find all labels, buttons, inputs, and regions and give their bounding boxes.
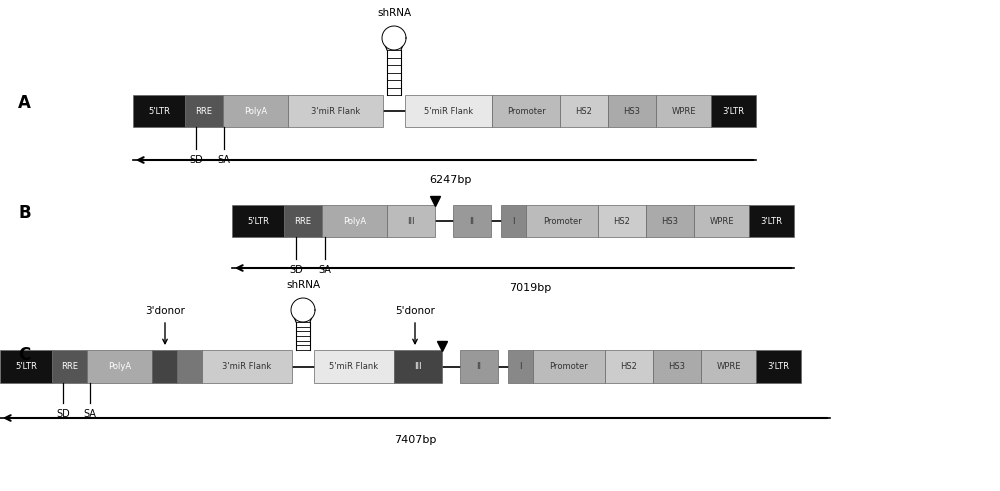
Polygon shape — [382, 26, 406, 50]
Text: HS3: HS3 — [624, 107, 640, 115]
Text: WPRE: WPRE — [716, 362, 741, 371]
Text: HS3: HS3 — [668, 362, 686, 371]
Bar — [394, 350, 442, 383]
Text: 5'donor: 5'donor — [395, 306, 435, 316]
Text: 3'LTR: 3'LTR — [761, 217, 782, 225]
Bar — [284, 205, 322, 237]
Bar — [405, 95, 492, 127]
Bar — [460, 350, 498, 383]
Bar — [501, 205, 526, 237]
Bar — [0, 350, 52, 383]
Text: III: III — [414, 362, 422, 371]
Text: SD: SD — [189, 155, 203, 165]
Bar — [232, 205, 284, 237]
Text: SA: SA — [218, 155, 230, 165]
Text: 5'LTR: 5'LTR — [247, 217, 269, 225]
Text: Promoter: Promoter — [543, 217, 581, 225]
Text: PolyA: PolyA — [108, 362, 131, 371]
Text: HS2: HS2 — [614, 217, 630, 225]
Text: HS3: HS3 — [662, 217, 678, 225]
Text: 5'miR Flank: 5'miR Flank — [329, 362, 379, 371]
Bar — [646, 205, 694, 237]
Text: 3'miR Flank: 3'miR Flank — [311, 107, 360, 115]
Text: Promoter: Promoter — [550, 362, 588, 371]
Text: 3'LTR: 3'LTR — [722, 107, 744, 115]
Text: RRE: RRE — [294, 217, 312, 225]
Bar — [605, 350, 653, 383]
Text: I: I — [512, 217, 515, 225]
Text: PolyA: PolyA — [343, 217, 366, 225]
Bar — [653, 350, 701, 383]
Bar — [133, 95, 185, 127]
Text: 7407bp: 7407bp — [394, 435, 436, 445]
Text: SA: SA — [319, 265, 331, 275]
Text: 3'donor: 3'donor — [145, 306, 185, 316]
Text: WPRE: WPRE — [671, 107, 696, 115]
Bar — [526, 205, 598, 237]
Bar — [656, 95, 711, 127]
Bar — [387, 205, 435, 237]
Text: 3'LTR: 3'LTR — [768, 362, 790, 371]
Text: HS2: HS2 — [621, 362, 637, 371]
Text: RRE: RRE — [196, 107, 212, 115]
Bar — [177, 350, 202, 383]
Text: shRNA: shRNA — [286, 280, 320, 290]
Bar — [87, 350, 152, 383]
Text: C: C — [18, 346, 30, 364]
Text: I: I — [519, 362, 522, 371]
Bar — [453, 205, 491, 237]
Text: 3'miR Flank: 3'miR Flank — [222, 362, 272, 371]
Text: HS2: HS2 — [576, 107, 592, 115]
Bar — [711, 95, 756, 127]
Text: III: III — [407, 217, 415, 225]
Bar — [322, 205, 387, 237]
Bar — [560, 95, 608, 127]
Polygon shape — [291, 298, 315, 322]
Bar — [152, 350, 177, 383]
Bar — [598, 205, 646, 237]
Text: II: II — [470, 217, 475, 225]
Text: 7019bp: 7019bp — [509, 283, 551, 293]
Bar — [508, 350, 533, 383]
Text: 6247bp: 6247bp — [429, 175, 471, 185]
Text: shRNA: shRNA — [377, 8, 411, 18]
Bar — [288, 95, 383, 127]
Text: 5'miR Flank: 5'miR Flank — [424, 107, 473, 115]
Bar — [314, 350, 394, 383]
Text: SD: SD — [56, 409, 70, 419]
Text: A: A — [18, 94, 31, 112]
Text: SA: SA — [84, 409, 96, 419]
Bar — [202, 350, 292, 383]
Text: B: B — [18, 204, 31, 222]
Bar — [185, 95, 223, 127]
Bar — [694, 205, 749, 237]
Bar — [492, 95, 560, 127]
Bar — [701, 350, 756, 383]
Text: PolyA: PolyA — [244, 107, 267, 115]
Text: RRE: RRE — [61, 362, 78, 371]
Text: Promoter: Promoter — [507, 107, 545, 115]
Bar — [608, 95, 656, 127]
Bar — [533, 350, 605, 383]
Text: WPRE: WPRE — [709, 217, 734, 225]
Text: 5'LTR: 5'LTR — [15, 362, 37, 371]
Text: 5'LTR: 5'LTR — [148, 107, 170, 115]
Text: II: II — [477, 362, 482, 371]
Bar — [749, 205, 794, 237]
Bar — [756, 350, 801, 383]
Bar — [223, 95, 288, 127]
Bar — [52, 350, 87, 383]
Text: SD: SD — [289, 265, 303, 275]
